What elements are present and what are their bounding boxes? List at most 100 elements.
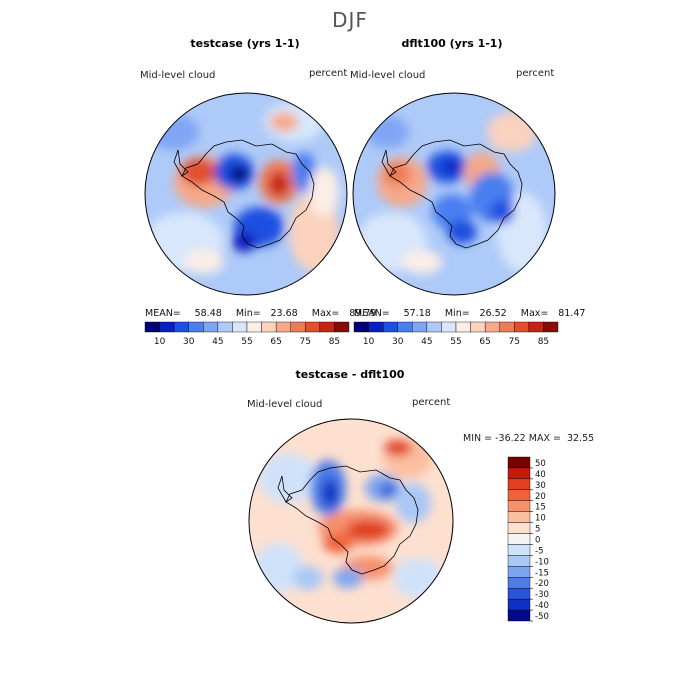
panel1-max-label: Max= [311, 308, 340, 319]
colorbar-tick-label: 45 [421, 337, 432, 347]
colorbar-segment [528, 321, 544, 333]
figure-suptitle: DJF [332, 8, 368, 32]
panel2-map-border [352, 92, 556, 296]
colorbar-tick-label: 45 [212, 337, 223, 347]
colorbar-segment [275, 321, 291, 333]
colorbar-segment [246, 321, 262, 333]
panel2-mean-value: 57.18 [403, 308, 431, 319]
colorbar-segment [507, 467, 531, 480]
colorbar-tick-label: 30 [392, 337, 404, 347]
colorbar-segment [334, 321, 350, 333]
colorbar-tick-label: -30 [535, 590, 549, 600]
colorbar-segment [507, 587, 531, 600]
panel1-stats: MEAN= 58.48 Min= 23.68 Max= 89.79 [145, 308, 376, 319]
colorbar-segment [397, 321, 413, 333]
colorbar-tick-label: 10 [535, 514, 546, 524]
colorbar-tick-label: 5 [535, 525, 540, 535]
panel1-min-label: Min= [235, 308, 261, 319]
colorbar-segment [499, 321, 515, 333]
panel1-map-border [144, 92, 348, 296]
panel2-max-label: Max= [520, 308, 549, 319]
diff-peninsula-outline [277, 475, 293, 503]
colorbar-segment [507, 522, 531, 534]
diff-antarctica-outline [285, 465, 419, 575]
colorbar-segment [507, 500, 531, 512]
panel1-title: testcase (yrs 1-1) [190, 37, 300, 50]
colorbar-segment [507, 555, 531, 567]
colorbar-segment [232, 321, 248, 333]
colorbar-tick-label: 55 [450, 337, 461, 347]
panel2-polar-map [352, 92, 556, 296]
panel2-min-value: 26.52 [479, 308, 507, 319]
diff-units-label: percent [412, 397, 451, 408]
colorbar-segment [507, 489, 531, 501]
panel1-min-value: 23.68 [270, 308, 298, 319]
colorbar-segment [412, 321, 428, 333]
colorbar-tick-label: 75 [300, 337, 311, 347]
panel1-polar-map [144, 92, 348, 296]
panel2-cloud-field [357, 112, 547, 274]
colorbar-tick-label: 50 [535, 459, 546, 469]
diff-variable-label: Mid-level cloud [247, 399, 323, 410]
colorbar-tick-label: -5 [535, 546, 543, 556]
colorbar-tick-label: 30 [183, 337, 195, 347]
colorbar-tick-label: 65 [479, 337, 490, 347]
colorbar-segment [203, 321, 219, 333]
panel2-colorbar-segments [353, 321, 559, 333]
panel2-colorbar-ticks: 1030455565758595 [363, 337, 549, 347]
colorbar-tick-label: 30 [535, 481, 546, 491]
colorbar-tick-label: -20 [535, 579, 549, 589]
colorbar-segment [305, 321, 321, 333]
colorbar-segment [441, 321, 457, 333]
colorbar-segment [507, 511, 531, 523]
colorbar-segment [290, 321, 306, 333]
panel1-units-label: percent [309, 68, 348, 79]
panel1-mean-value: 58.48 [194, 308, 222, 319]
colorbar-tick-label: 20 [535, 492, 546, 502]
colorbar-tick-label: -15 [535, 568, 549, 578]
colorbar-tick-label: 75 [509, 337, 520, 347]
panel1-variable-label: Mid-level cloud [140, 70, 216, 81]
colorbar-segment [455, 321, 471, 333]
colorbar-segment [507, 566, 531, 578]
panel1-mean-label: MEAN= [145, 308, 181, 319]
panel1-colorbar: 1030455565758595 [144, 321, 350, 347]
colorbar-tick-label: 85 [329, 337, 340, 347]
diff-title: testcase - dflt100 [295, 368, 405, 381]
colorbar-segment [217, 321, 233, 333]
panel1-colorbar-segments [144, 321, 350, 333]
colorbar-segment [319, 321, 335, 333]
panel2-units-label: percent [516, 68, 555, 79]
panel2-stats: MEAN= 57.18 Min= 26.52 Max= 81.47 [354, 308, 585, 319]
colorbar-tick-label: 15 [535, 503, 546, 513]
panel2-variable-label: Mid-level cloud [350, 70, 426, 81]
colorbar-segment [507, 533, 531, 545]
panel1-cloud-field [145, 102, 339, 274]
colorbar-segment [144, 321, 160, 333]
colorbar-segment [188, 321, 204, 333]
panel1-peninsula-outline [173, 149, 189, 177]
colorbar-tick-label: 65 [270, 337, 281, 347]
colorbar-segment [543, 321, 559, 333]
colorbar-tick-label: -40 [535, 601, 549, 611]
colorbar-segment [507, 598, 531, 611]
colorbar-segment [470, 321, 486, 333]
colorbar-tick-label: 40 [535, 470, 546, 480]
colorbar-tick-label: 10 [363, 337, 375, 347]
diff-colorbar-segments [507, 456, 531, 622]
panel2-title: dflt100 (yrs 1-1) [401, 37, 503, 50]
colorbar-segment [368, 321, 384, 333]
colorbar-segment [159, 321, 175, 333]
colorbar-segment [507, 577, 531, 589]
panel2-peninsula-outline [381, 149, 397, 177]
colorbar-tick-label: -10 [535, 557, 549, 567]
panel1-antarctica-outline [181, 139, 315, 249]
colorbar-segment [353, 321, 369, 333]
panel2-colorbar: 1030455565758595 [353, 321, 559, 347]
colorbar-segment [507, 456, 531, 469]
colorbar-segment [261, 321, 277, 333]
colorbar-segment [514, 321, 530, 333]
panel1-colorbar-ticks: 1030455565758595 [154, 337, 340, 347]
diff-map-border [248, 418, 454, 624]
colorbar-segment [507, 609, 531, 622]
